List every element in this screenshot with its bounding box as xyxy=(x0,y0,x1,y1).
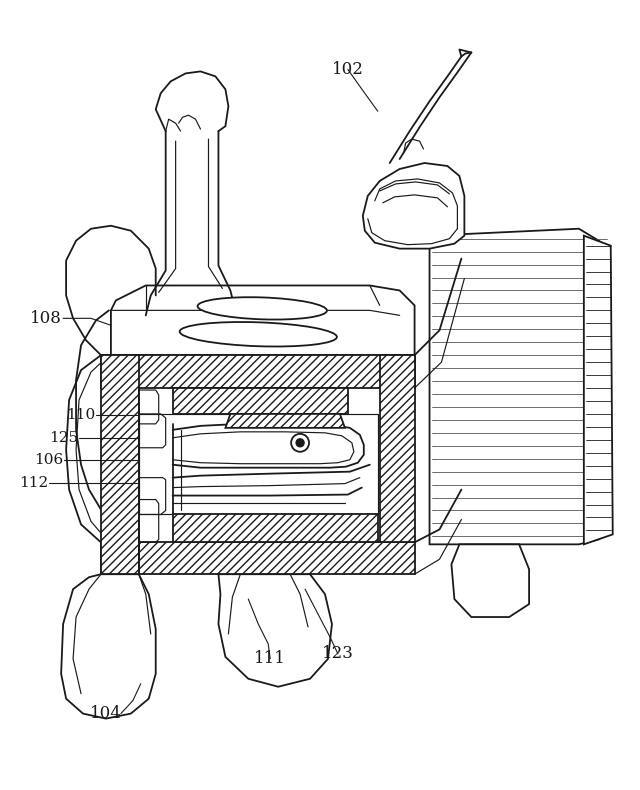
Polygon shape xyxy=(451,544,529,617)
Circle shape xyxy=(291,434,309,452)
Polygon shape xyxy=(429,229,611,544)
Polygon shape xyxy=(584,235,612,544)
Text: 102: 102 xyxy=(332,61,364,78)
Polygon shape xyxy=(111,285,415,356)
Circle shape xyxy=(296,438,304,447)
Ellipse shape xyxy=(180,322,337,347)
Polygon shape xyxy=(225,414,345,428)
Polygon shape xyxy=(380,356,415,543)
Polygon shape xyxy=(61,574,156,719)
Polygon shape xyxy=(101,543,415,574)
Text: 104: 104 xyxy=(90,705,122,722)
Text: 106: 106 xyxy=(35,453,64,467)
Text: 108: 108 xyxy=(30,310,62,327)
Polygon shape xyxy=(218,574,332,687)
Polygon shape xyxy=(173,514,378,543)
Text: 125: 125 xyxy=(49,431,79,445)
Polygon shape xyxy=(139,414,378,514)
Polygon shape xyxy=(101,356,415,388)
Polygon shape xyxy=(101,356,139,574)
Text: 123: 123 xyxy=(322,645,354,662)
Ellipse shape xyxy=(198,297,327,319)
Text: 111: 111 xyxy=(254,650,286,668)
Polygon shape xyxy=(173,388,348,414)
Text: 110: 110 xyxy=(67,408,95,422)
Text: 112: 112 xyxy=(20,476,49,490)
Polygon shape xyxy=(363,163,465,249)
